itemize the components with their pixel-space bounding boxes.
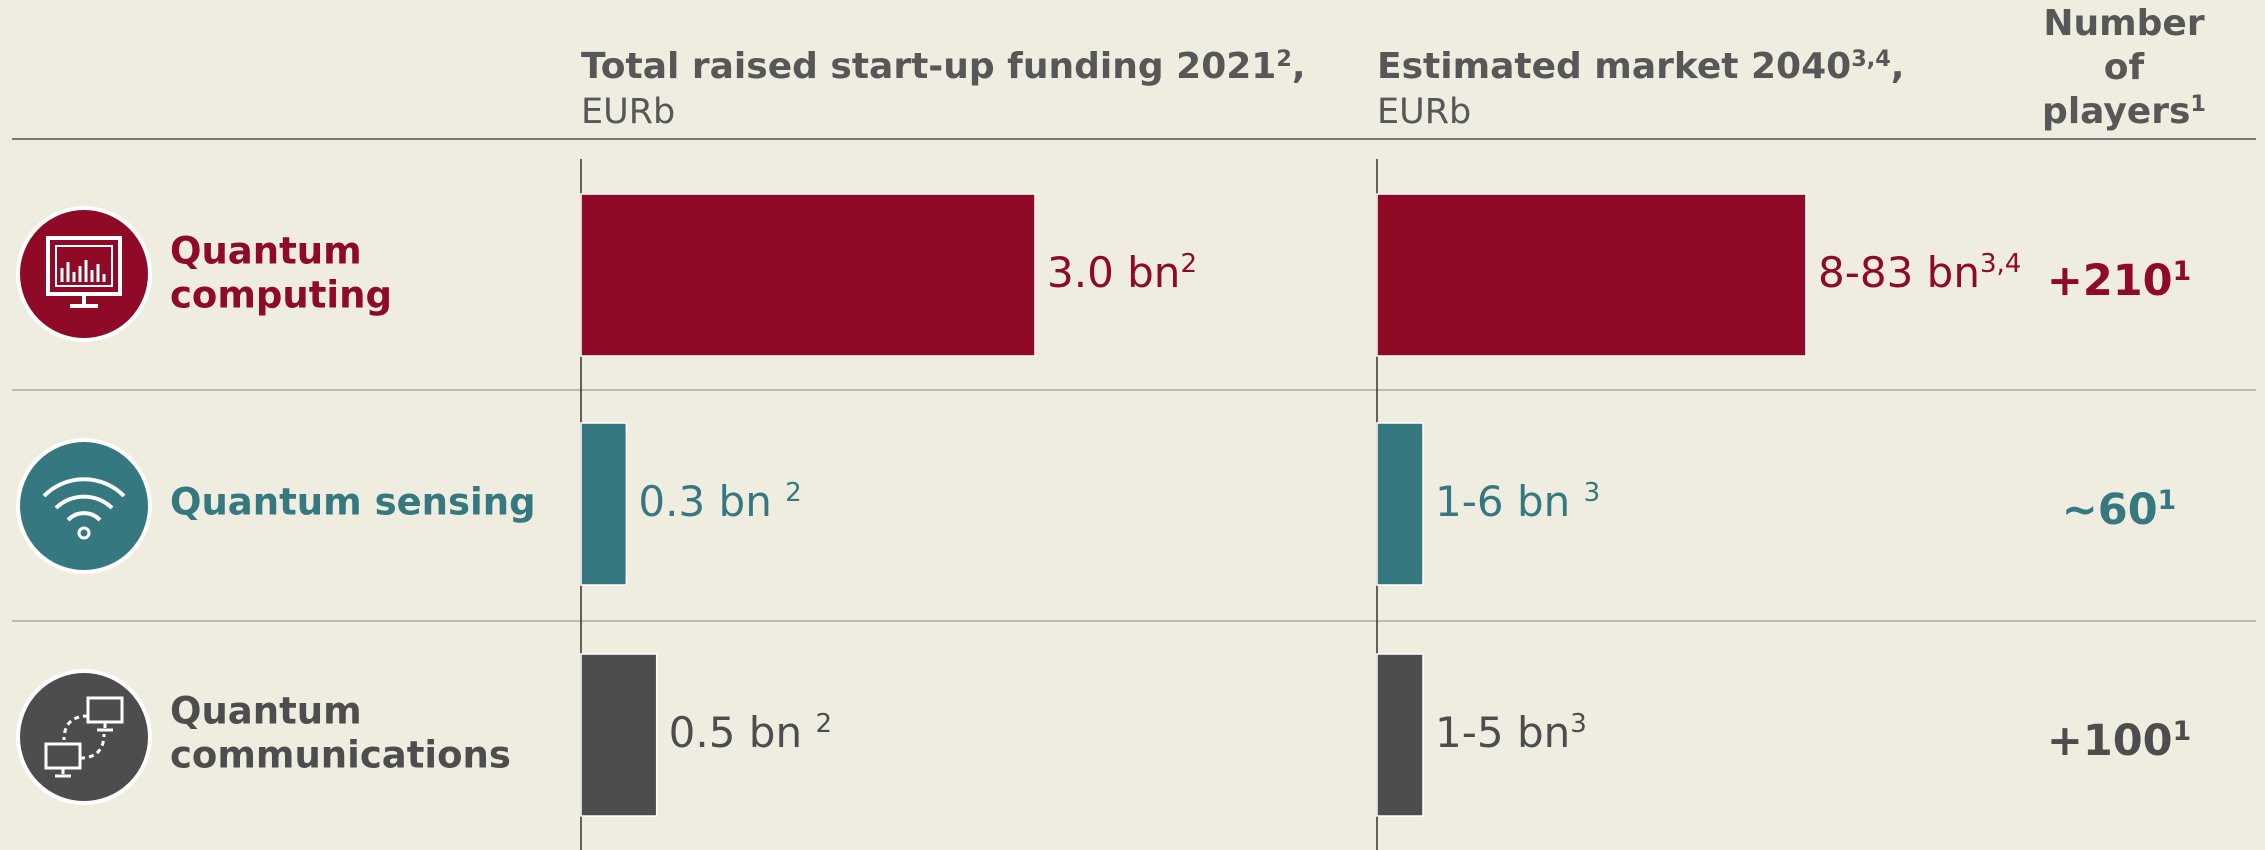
row-label: Quantum [170,690,362,733]
players-value: +1001 [2047,716,2191,766]
players-value: ~601 [2062,485,2176,535]
players-header: Number [2043,3,2204,44]
market-header-suffix: , [1891,46,1905,87]
funding-value-label: 3.0 bn2 [1047,248,1197,297]
row-label: Quantum sensing [170,481,536,524]
funding-header: Total raised start-up funding 20212, [581,46,1306,87]
funding-bar [580,422,628,586]
icon-communications [16,669,152,805]
players-value-sup: 1 [2173,716,2192,747]
funding-value-label-text: 0.3 bn [638,477,785,526]
players-value-text: ~60 [2062,485,2158,535]
funding-value-label-sup: 2 [785,478,802,508]
market-value-label-text: 1-5 bn [1435,708,1570,757]
players-header: of [2104,47,2145,88]
market-header-text: Estimated market 2040 [1377,46,1851,87]
funding-value-label: 0.5 bn 2 [669,708,832,757]
market-bar [1376,193,1807,357]
players-value-sup: 1 [2173,256,2192,287]
funding-header-sup: 2 [1276,46,1292,72]
market-value-label-text: 8-83 bn [1818,248,1980,297]
players-value-text: +210 [2047,256,2173,306]
funding-unit: EURb [581,92,675,132]
market-unit: EURb [1377,92,1471,132]
market-bar [1376,653,1424,817]
funding-value-label-text: 3.0 bn [1047,248,1180,297]
market-header: Estimated market 20403,4, [1377,46,1904,87]
icon-sensing [16,438,152,574]
players-header: players1 [2042,91,2206,132]
market-value-label: 1-5 bn3 [1435,708,1587,757]
funding-header-text: Total raised start-up funding 2021 [581,46,1276,87]
players-value-sup: 1 [2158,485,2177,516]
row-label: Quantum [170,230,362,273]
funding-header-suffix: , [1292,46,1306,87]
row-label: computing [170,274,392,317]
funding-bar [580,653,658,817]
row-label: communications [170,734,511,777]
market-header-sup: 3,4 [1851,46,1891,72]
market-value-label-sup: 3 [1584,478,1601,508]
icon-computing [16,206,152,342]
funding-bar [580,193,1036,357]
funding-value-label-sup: 2 [1180,249,1197,279]
players-value: +2101 [2047,256,2191,306]
market-bar [1376,422,1424,586]
players-value-text: +100 [2047,716,2173,766]
funding-value-label-sup: 2 [815,709,832,739]
market-value-label-text: 1-6 bn [1435,477,1584,526]
funding-value-label-text: 0.5 bn [669,708,816,757]
market-value-label-sup: 3 [1570,709,1587,739]
players-header-text: players [2042,91,2190,132]
market-value-label-sup: 3,4 [1980,249,2021,279]
market-value-label: 1-6 bn 3 [1435,477,1600,526]
market-value-label: 8-83 bn3,4 [1818,248,2021,297]
players-header-sup: 1 [2190,91,2206,117]
funding-value-label: 0.3 bn 2 [638,477,801,526]
